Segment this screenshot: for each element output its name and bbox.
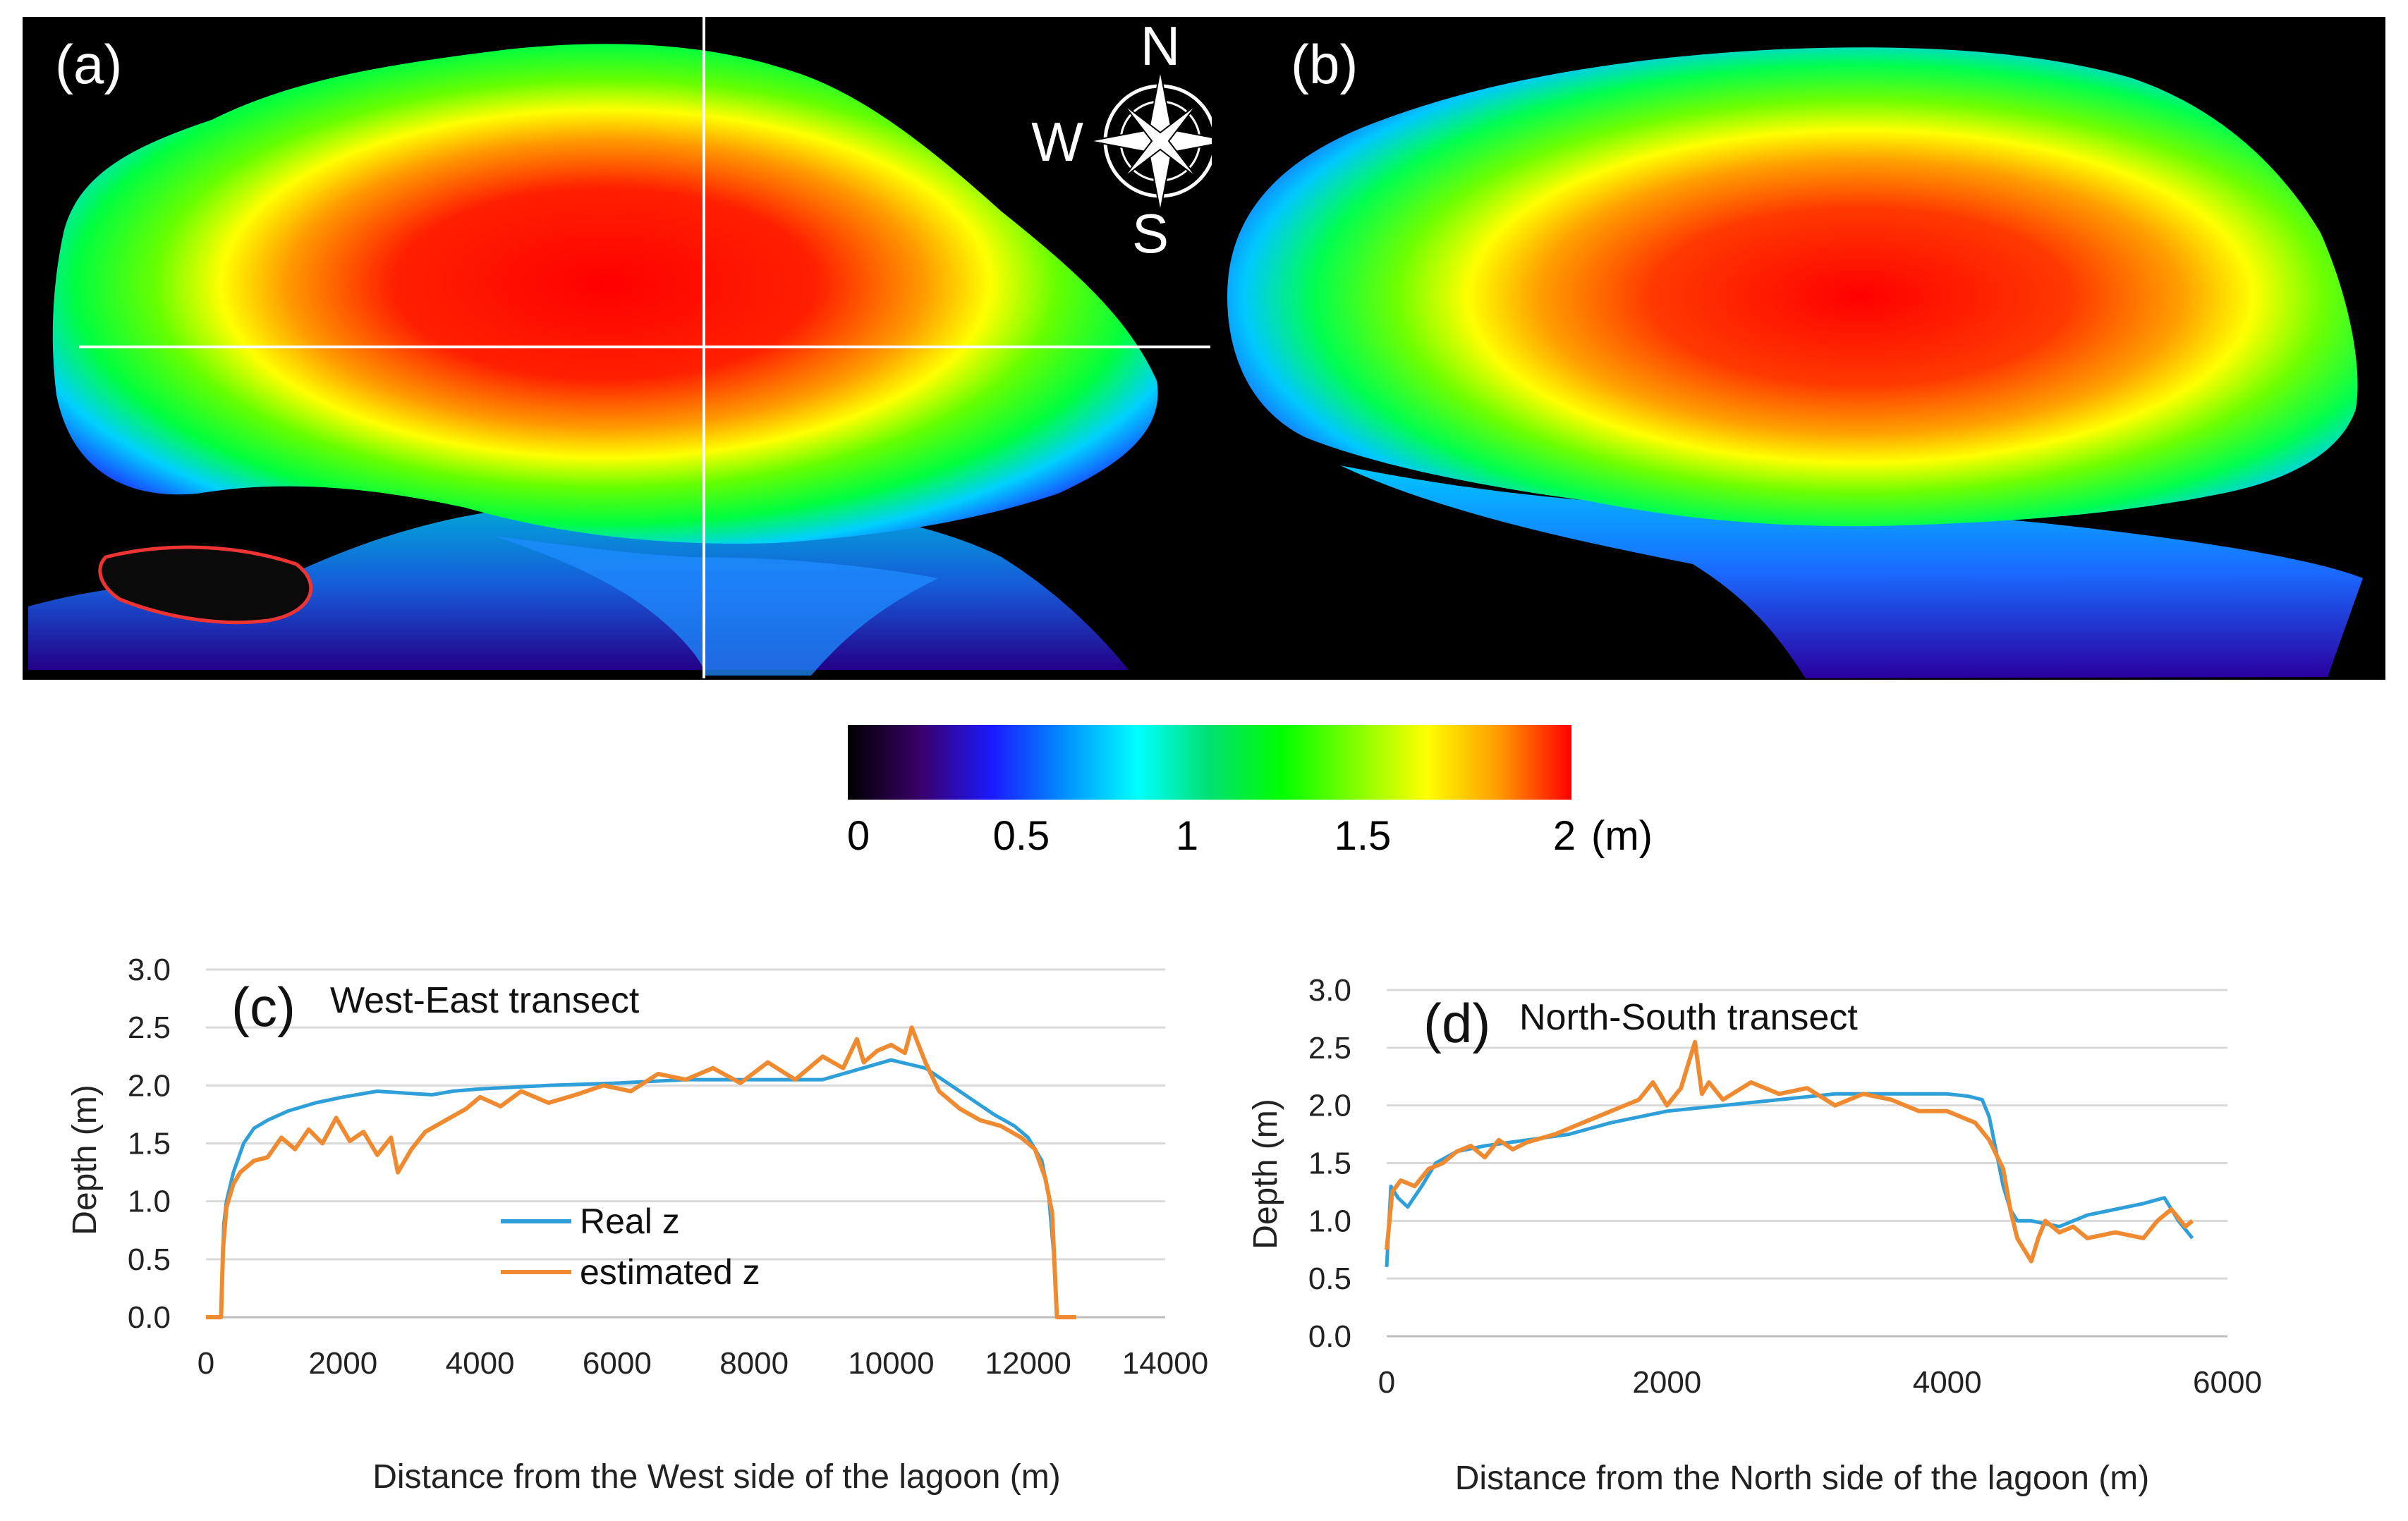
chart-c-y-tick-label: 1.5 — [128, 1127, 171, 1161]
colorbar-tick-1: 0.5 — [993, 813, 1050, 859]
chart-c-x-tick-label: 4000 — [446, 1346, 515, 1381]
chart-c-y-tick-label: 2.5 — [128, 1010, 171, 1045]
compass-south-label: S — [1132, 202, 1169, 264]
chart-c-series-estimated-z — [206, 1025, 1076, 1319]
panel-a-label: (a) — [55, 33, 122, 95]
chart-c-panel-label: (c) — [231, 976, 296, 1038]
map-a-west-islet — [98, 545, 313, 625]
chart-c-y-tick-label: 2.0 — [128, 1068, 171, 1103]
chart-c-x-tick-label: 8000 — [719, 1346, 789, 1381]
chart-d-y-tick-label: 1.0 — [1308, 1204, 1351, 1238]
chart-d-x-axis-title: Distance from the North side of the lago… — [1455, 1460, 2149, 1497]
panel-b-label: (b) — [1291, 33, 1358, 95]
chart-c-y-tick-label: 3.0 — [128, 953, 171, 987]
chart-d-y-tick-label: 2.0 — [1308, 1089, 1351, 1123]
map-panel-a: (a) — [23, 17, 1212, 680]
legend-estimated-z-label: estimated z — [580, 1252, 760, 1292]
colorbar-gradient — [848, 725, 1571, 800]
map-a-southern-shallows — [494, 536, 938, 676]
chart-c-x-tick-label: 14000 — [1122, 1346, 1208, 1381]
chart-d-series — [1385, 1039, 2194, 1267]
chart-d-x-tick-label: 2000 — [1632, 1365, 1701, 1400]
chart-d-gridlines — [1387, 989, 2227, 1338]
map-panel-b: (b) — [1212, 17, 2385, 680]
chart-d-series-real-z — [1385, 1092, 2194, 1267]
colorbar-unit: (m) — [1591, 813, 1653, 859]
chart-c-y-ticks: 0.0 0.5 1.0 1.5 2.0 2.5 3.0 — [128, 953, 171, 1335]
map-b-lagoon-depth — [1227, 47, 2358, 527]
chart-c-y-tick-label: 0.0 — [128, 1300, 171, 1335]
chart-d-y-tick-label: 2.5 — [1308, 1031, 1351, 1065]
compass-star-minor — [1123, 104, 1198, 178]
chart-d-y-tick-label: 1.5 — [1308, 1147, 1351, 1181]
chart-d-panel-label: (d) — [1423, 992, 1490, 1054]
map-b-shoal-shelf — [1340, 465, 2363, 678]
chart-c-gridlines — [206, 968, 1165, 1319]
chart-d-y-tick-label: 0.0 — [1308, 1319, 1351, 1354]
chart-c-x-tick-label: 2000 — [308, 1346, 377, 1381]
legend-real-z-label: Real z — [580, 1202, 680, 1241]
chart-d-x-tick-label: 0 — [1378, 1365, 1395, 1400]
colorbar-tick-2: 1 — [1176, 813, 1198, 859]
chart-c-y-tick-label: 1.0 — [128, 1185, 171, 1219]
chart-c-x-ticks: 0 2000 4000 6000 8000 10000 12000 14000 — [197, 1346, 1208, 1381]
compass-west-label: W — [1031, 111, 1083, 173]
chart-d-y-axis-title: Depth (m) — [1247, 1099, 1284, 1249]
chart-d-x-ticks: 0 2000 4000 6000 — [1378, 1365, 2262, 1400]
chart-d-series-estimated-z — [1385, 1039, 2194, 1264]
chart-c-x-tick-label: 0 — [197, 1346, 214, 1381]
map-a-lagoon-depth — [52, 44, 1158, 544]
chart-d-title: North-South transect — [1519, 997, 1858, 1038]
chart-c-x-tick-label: 6000 — [583, 1346, 652, 1381]
chart-c-y-tick-label: 0.5 — [128, 1242, 171, 1277]
chart-west-east-transect: 0.0 0.5 1.0 1.5 2.0 2.5 3.0 0 2000 4000 6000 8000 1… — [66, 953, 1208, 1496]
chart-d-x-tick-label: 4000 — [1913, 1365, 1982, 1400]
compass-north-label: N — [1141, 15, 1180, 77]
chart-north-south-transect: 0.00.51.01.52.02.53.0 0 2000 4000 6000 (d) … — [1247, 973, 2262, 1497]
chart-c-x-tick-label: 12000 — [985, 1346, 1071, 1381]
chart-d-y-tick-label: 3.0 — [1308, 973, 1351, 1008]
chart-d-y-tick-label: 0.5 — [1308, 1262, 1351, 1296]
colorbar-tick-0: 0 — [847, 813, 870, 859]
chart-d-x-tick-label: 6000 — [2193, 1365, 2262, 1400]
chart-c-y-axis-title: Depth (m) — [66, 1085, 104, 1235]
colorbar: 0 0.5 1 1.5 2 (m) — [847, 725, 1653, 859]
colorbar-tick-3: 1.5 — [1334, 813, 1392, 859]
chart-c-x-tick-label: 10000 — [848, 1346, 934, 1381]
colorbar-tick-4: 2 — [1553, 813, 1576, 859]
chart-d-y-ticks: 0.0 0.5 1.0 1.5 2.0 2.5 3.0 — [1308, 973, 1351, 1354]
chart-c-title: West-East transect — [330, 980, 640, 1021]
chart-c-x-axis-title: Distance from the West side of the lagoo… — [372, 1458, 1061, 1496]
chart-c-series-real-z — [206, 1058, 1076, 1319]
chart-c-series — [206, 1025, 1076, 1319]
chart-c-legend: Real z estimated z — [501, 1202, 760, 1292]
